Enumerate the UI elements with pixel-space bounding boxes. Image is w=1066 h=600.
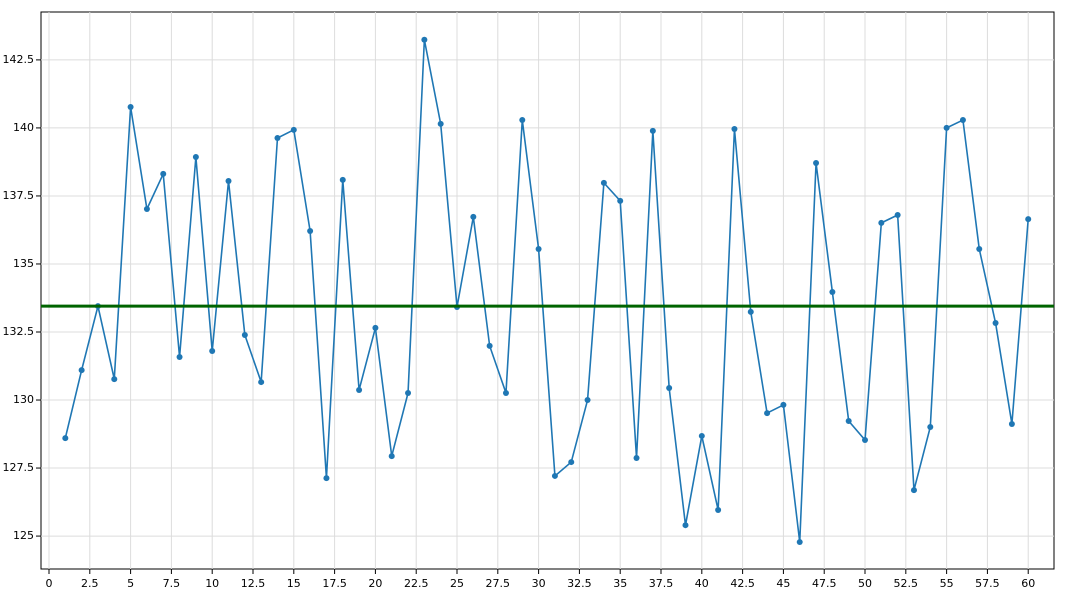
data-point (1008, 420, 1015, 427)
data-point (127, 103, 134, 110)
x-tick-label: 2.5 (81, 577, 99, 590)
data-point (62, 435, 69, 442)
data-point (959, 117, 966, 124)
data-point (192, 154, 199, 161)
x-tick-label: 0 (45, 577, 52, 590)
data-point (764, 410, 771, 417)
x-tick-label: 17.5 (322, 577, 347, 590)
x-tick-label: 60 (1021, 577, 1035, 590)
data-point (682, 522, 689, 529)
x-tick-label: 15 (287, 577, 301, 590)
data-point (666, 385, 673, 392)
data-point (307, 228, 314, 235)
data-point (813, 160, 820, 167)
data-point (649, 127, 656, 134)
x-tick-label: 27.5 (486, 577, 511, 590)
x-tick-label: 22.5 (404, 577, 429, 590)
data-point (878, 219, 885, 226)
data-point (502, 389, 509, 396)
data-point (323, 475, 330, 482)
x-tick-label: 37.5 (649, 577, 674, 590)
data-point (241, 331, 248, 338)
data-point (568, 459, 575, 466)
data-point (551, 472, 558, 479)
data-line (64, 39, 1030, 543)
y-tick-label: 127.5 (3, 461, 35, 474)
data-point (796, 539, 803, 546)
data-point (274, 134, 281, 141)
data-point (437, 120, 444, 127)
data-point (617, 197, 624, 204)
data-point (862, 437, 869, 444)
data-point (388, 453, 395, 460)
y-tick-label: 130 (13, 393, 34, 406)
data-point (421, 36, 428, 43)
data-point (176, 354, 183, 361)
x-tick-label: 57.5 (975, 577, 1000, 590)
x-tick-label: 32.5 (567, 577, 592, 590)
data-point (486, 342, 493, 349)
data-point (910, 487, 917, 494)
data-point (290, 126, 297, 133)
x-tick-label: 40 (695, 577, 709, 590)
x-tick-label: 30 (532, 577, 546, 590)
y-tick-label: 142.5 (3, 53, 35, 66)
x-tick-label: 35 (613, 577, 627, 590)
data-point (356, 386, 363, 393)
x-tick-label: 42.5 (730, 577, 755, 590)
x-tick-label: 12.5 (241, 577, 266, 590)
data-point (78, 367, 85, 374)
data-point (209, 348, 216, 355)
data-point (894, 211, 901, 218)
x-tick-label: 45 (776, 577, 790, 590)
data-point (976, 246, 983, 253)
data-point (405, 389, 412, 396)
data-point (829, 288, 836, 295)
x-tick-label: 50 (858, 577, 872, 590)
y-tick-label: 137.5 (3, 189, 35, 202)
data-point (1025, 216, 1032, 223)
data-point (111, 376, 118, 383)
x-tick-label: 55 (940, 577, 954, 590)
data-point (715, 506, 722, 513)
y-tick-label: 125 (13, 529, 34, 542)
x-tick-label: 52.5 (894, 577, 919, 590)
data-point (258, 379, 265, 386)
data-point (845, 417, 852, 424)
data-point (600, 179, 607, 186)
data-point (747, 308, 754, 315)
data-point (519, 117, 526, 124)
data-point (731, 126, 738, 133)
data-point (633, 454, 640, 461)
x-tick-label: 5 (127, 577, 134, 590)
data-point (943, 124, 950, 131)
x-tick-label: 10 (205, 577, 219, 590)
data-point (143, 206, 150, 213)
y-tick-label: 135 (13, 257, 34, 270)
x-tick-label: 20 (368, 577, 382, 590)
data-point (470, 213, 477, 220)
data-point (780, 401, 787, 408)
plot-frame (40, 11, 1055, 570)
data-point (372, 324, 379, 331)
x-tick-label: 7.5 (163, 577, 181, 590)
data-point (992, 320, 999, 327)
x-tick-label: 47.5 (812, 577, 837, 590)
data-point (535, 246, 542, 253)
data-point (225, 177, 232, 184)
data-point (339, 176, 346, 183)
y-tick-label: 132.5 (3, 325, 35, 338)
data-point (927, 423, 934, 430)
data-point (160, 170, 167, 177)
y-tick-label: 140 (13, 121, 34, 134)
x-tick-label: 25 (450, 577, 464, 590)
data-point (584, 397, 591, 404)
data-point (698, 432, 705, 439)
